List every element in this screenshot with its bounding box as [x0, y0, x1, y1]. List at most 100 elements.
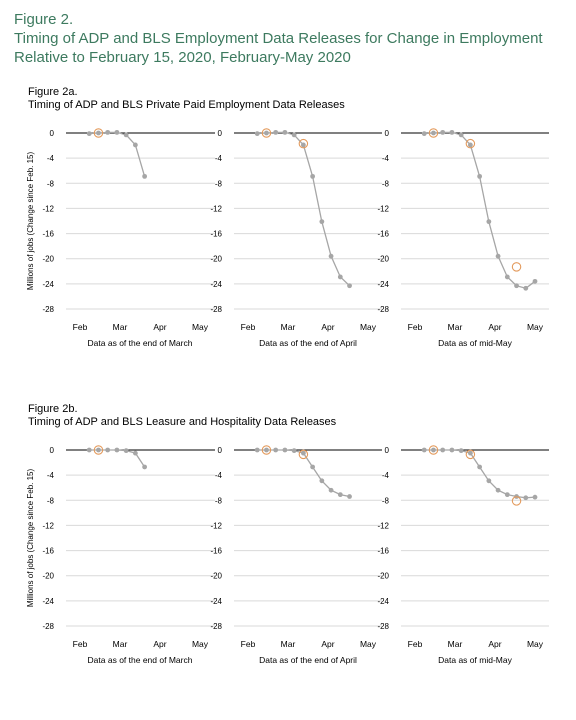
adp-data-point [421, 131, 427, 137]
y-tick-label: -28 [377, 622, 389, 631]
panel-2b-heading: Figure 2b. Timing of ADP and BLS Leasure… [28, 403, 336, 429]
y-tick-label: -12 [377, 204, 389, 213]
figure-title-line-2: Relative to February 15, 2020, February-… [14, 49, 351, 66]
adp-data-point [273, 447, 279, 453]
y-tick-label: -24 [377, 597, 389, 606]
adp-data-point [486, 219, 492, 225]
y-tick-label: -20 [210, 572, 222, 581]
x-tick-label: May [527, 639, 544, 649]
adp-data-point [337, 492, 343, 498]
adp-data-point [477, 464, 483, 470]
y-tick-label: -8 [382, 179, 390, 188]
y-tick-label: -24 [42, 597, 54, 606]
adp-data-point [467, 450, 473, 456]
y-tick-label: -16 [210, 230, 222, 239]
x-tick-label: Feb [73, 322, 88, 332]
adp-data-point [523, 285, 529, 291]
bls-data-point [428, 445, 439, 455]
adp-data-point [123, 132, 129, 138]
x-tick-label: Apr [488, 639, 501, 649]
y-tick-label: -20 [377, 572, 389, 581]
x-tick-label: Mar [448, 639, 463, 649]
chart-subtitle: Data as of mid-May [438, 655, 512, 665]
bls-data-point [465, 138, 476, 149]
y-tick-label: -16 [210, 547, 222, 556]
adp-data-point [449, 447, 455, 453]
y-tick-label: 0 [218, 446, 223, 455]
adp-data-point [310, 173, 316, 179]
adp-data-point [105, 447, 111, 453]
adp-data-point [449, 129, 455, 135]
y-tick-label: -16 [377, 547, 389, 556]
adp-data-point [291, 448, 297, 454]
adp-data-point [96, 130, 101, 136]
adp-data-point [504, 274, 510, 280]
figure-title: Figure 2. Timing of ADP and BLS Employme… [14, 10, 570, 67]
adp-data-point [347, 494, 352, 499]
chart-subtitle: Data as of the end of April [259, 338, 357, 348]
bls-data-point [298, 449, 309, 460]
y-tick-label: -4 [47, 154, 55, 163]
bls-data-point [261, 445, 272, 455]
x-tick-label: May [192, 639, 209, 649]
y-tick-label: 0 [385, 129, 390, 138]
y-tick-label: -20 [377, 255, 389, 264]
x-tick-label: Mar [281, 322, 296, 332]
adp-data-point [440, 447, 446, 453]
y-tick-label: -24 [42, 280, 54, 289]
y-tick-label: -12 [42, 204, 54, 213]
adp-data-point [114, 129, 120, 135]
adp-data-point [291, 132, 297, 138]
adp-data-point [273, 129, 279, 135]
adp-data-point [300, 142, 306, 148]
adp-data-point [514, 283, 519, 289]
y-tick-label: -4 [382, 471, 390, 480]
y-tick-label: -12 [377, 521, 389, 530]
y-tick-label: -12 [210, 204, 222, 213]
adp-data-point [114, 447, 120, 453]
y-tick-label: 0 [218, 129, 223, 138]
y-tick-label: -8 [382, 496, 390, 505]
adp-data-point [458, 448, 464, 454]
panel-2a-title: Timing of ADP and BLS Private Paid Emplo… [28, 99, 345, 111]
y-tick-label: -4 [47, 471, 55, 480]
adp-data-point [86, 447, 92, 453]
adp-data-point [458, 132, 464, 138]
x-tick-label: Mar [281, 639, 296, 649]
figure-title-line-1: Timing of ADP and BLS Employment Data Re… [14, 30, 543, 47]
y-tick-label: 0 [50, 129, 55, 138]
y-tick-label: -24 [210, 280, 222, 289]
adp-data-point [254, 131, 260, 137]
x-tick-label: Mar [113, 322, 128, 332]
x-tick-label: May [360, 639, 377, 649]
adp-data-point [282, 129, 288, 135]
y-tick-label: -8 [215, 496, 223, 505]
adp-data-point [264, 447, 269, 453]
x-tick-label: Apr [488, 322, 501, 332]
y-tick-label: -4 [215, 154, 223, 163]
x-tick-label: Apr [321, 322, 334, 332]
adp-data-point [440, 129, 446, 135]
adp-data-point [96, 447, 101, 453]
y-tick-label: -4 [215, 471, 223, 480]
x-tick-label: May [527, 322, 544, 332]
adp-series-line [257, 131, 350, 287]
y-tick-label: -16 [42, 547, 54, 556]
x-tick-label: May [192, 322, 209, 332]
bls-data-point [261, 128, 272, 138]
adp-data-point [300, 450, 306, 456]
adp-data-point [431, 447, 436, 453]
x-tick-label: Apr [321, 639, 334, 649]
adp-data-point [319, 219, 325, 225]
adp-data-point [282, 447, 288, 453]
adp-data-point [142, 173, 148, 179]
panel-2a-heading: Figure 2a. Timing of ADP and BLS Private… [28, 86, 345, 112]
y-tick-label: -16 [377, 230, 389, 239]
y-tick-label: -12 [210, 521, 222, 530]
adp-data-point [523, 495, 529, 501]
x-tick-label: Feb [241, 322, 256, 332]
adp-data-point [337, 274, 343, 280]
y-tick-label: -28 [210, 305, 222, 314]
